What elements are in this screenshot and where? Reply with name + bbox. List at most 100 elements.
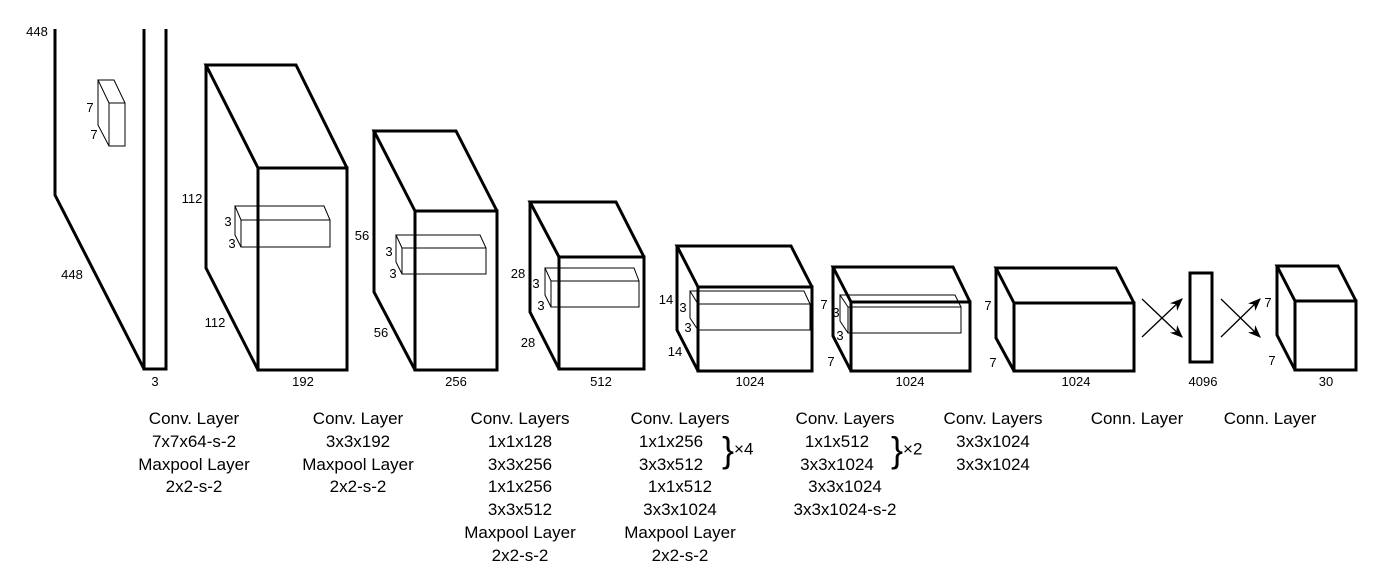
dimension-label: 4096 xyxy=(1189,374,1218,389)
brace-icon: } xyxy=(891,429,904,470)
kernel-3x3-c-front xyxy=(550,280,640,308)
kernel-7x7-front xyxy=(108,102,126,147)
kernel-3x3-e-side xyxy=(839,295,849,334)
caption-layer-5: Conv. Layers 1x1x512 3x3x1024 3x3x1024 3x3x1… xyxy=(745,408,945,522)
kernel-3x3-e-top xyxy=(839,294,962,308)
caption-layer-8: Conn. Layer xyxy=(1170,408,1370,431)
kernel-3x3-b-top xyxy=(395,234,487,249)
arrow-icon xyxy=(1141,298,1183,338)
dimension-label: 3 xyxy=(224,214,231,229)
volume-112-top xyxy=(203,63,349,169)
caption-line: Conn. Layer xyxy=(1090,409,1184,428)
output-volume-top xyxy=(1274,264,1358,302)
volume-28-side xyxy=(528,202,561,370)
dimension-label: 14 xyxy=(668,344,682,359)
volume-56-side xyxy=(372,131,417,371)
kernel-3x3-b-side xyxy=(395,235,403,275)
volume-14-front xyxy=(696,285,814,373)
caption-line: 3x3x512 xyxy=(487,500,553,520)
caption-line: Maxpool Layer xyxy=(138,454,250,474)
caption-line: 1x1x256 xyxy=(638,431,704,451)
caption-line: 3x3x256 xyxy=(487,454,553,474)
output-volume-side xyxy=(1275,266,1297,371)
caption-line: 3x3x1024 xyxy=(808,477,882,497)
kernel-3x3-a-top xyxy=(234,205,331,221)
caption-line: 3x3x512 xyxy=(638,454,704,474)
caption-line: Conv. Layer xyxy=(312,409,404,428)
volume-7a-top xyxy=(830,265,972,303)
dimension-label: 3 xyxy=(679,300,686,315)
caption-line: 3x3x1024 xyxy=(643,500,717,520)
caption-line: 1x1x512 xyxy=(647,477,713,497)
dimension-label: 3 xyxy=(684,320,691,335)
caption-line: 3x3x1024 xyxy=(800,454,874,474)
caption-line: Maxpool Layer xyxy=(302,454,414,474)
caption-line: 2x2-s-2 xyxy=(651,545,709,565)
caption-line: Conv. Layer xyxy=(148,409,240,428)
kernel-3x3-c-top xyxy=(544,267,640,282)
kernel-3x3-b-front xyxy=(401,247,487,275)
caption-line: Conv. Layers xyxy=(943,409,1043,428)
input-side xyxy=(53,29,146,370)
caption-line: 1x1x512 xyxy=(804,431,870,451)
kernel-7x7-side xyxy=(97,80,110,147)
caption-line: 7x7x64-s-2 xyxy=(151,431,237,451)
kernel-3x3-a-front xyxy=(240,219,331,248)
dimension-label: 1024 xyxy=(896,374,925,389)
dimension-label: 3 xyxy=(832,305,839,320)
dimension-label: 7 xyxy=(1268,353,1275,368)
dimension-label: 7 xyxy=(984,298,991,313)
volume-112-front xyxy=(256,166,349,372)
dimension-label: 1024 xyxy=(736,374,765,389)
kernel-3x3-d-side xyxy=(689,291,699,331)
caption-layer-2: Conv. Layer 3x3x192 Maxpool Layer 2x2-s-2 xyxy=(258,408,458,499)
fc-4096 xyxy=(1188,271,1214,364)
caption-line: 1x1x128 xyxy=(487,431,553,451)
caption-layer-6: Conv. Layers 3x3x1024 3x3x1024 xyxy=(893,408,1093,476)
volume-28-top xyxy=(527,200,646,258)
caption-line: 3x3x1024-s-2 xyxy=(793,500,897,520)
input-front xyxy=(142,29,168,371)
volume-7a-front xyxy=(849,300,972,373)
dimension-label: 14 xyxy=(659,292,673,307)
dimension-label: 30 xyxy=(1319,374,1333,389)
dimension-label: 56 xyxy=(355,228,369,243)
caption-line: Conn. Layer xyxy=(1223,409,1317,428)
caption-line: 3x3x1024 xyxy=(956,454,1030,474)
kernel-3x3-a-side xyxy=(234,206,242,248)
dimension-label: 3 xyxy=(836,328,843,343)
volume-28-front xyxy=(557,255,646,371)
dimension-label: 7 xyxy=(90,127,97,142)
dimension-label: 3 xyxy=(389,266,396,281)
dimension-label: 448 xyxy=(61,267,83,282)
volume-7b-front xyxy=(1012,301,1136,373)
kernel-3x3-d-front xyxy=(697,303,811,331)
dimension-label: 7 xyxy=(827,354,834,369)
caption-line: 2x2-s-2 xyxy=(491,545,549,565)
volume-56-front xyxy=(413,209,499,372)
dimension-label: 512 xyxy=(590,374,612,389)
volume-7b-side xyxy=(994,268,1016,372)
volume-112-side xyxy=(204,65,260,371)
dimension-label: 7 xyxy=(820,297,827,312)
dimension-label: 3 xyxy=(228,236,235,251)
dimension-label: 192 xyxy=(292,374,314,389)
caption-line: Conv. Layers xyxy=(630,409,730,428)
repeat-x2: }×2 xyxy=(891,432,922,468)
dimension-label: 3 xyxy=(537,298,544,313)
dimension-label: 7 xyxy=(989,355,996,370)
caption-layer-7: Conn. Layer xyxy=(1037,408,1237,431)
volume-7a-side xyxy=(831,267,853,372)
dimension-label: 448 xyxy=(26,24,48,39)
caption-line: 3x3x192 xyxy=(325,431,391,451)
volume-7b-top xyxy=(993,266,1136,304)
caption-line: Maxpool Layer xyxy=(624,522,736,542)
caption-layer-4: Conv. Layers 1x1x256 3x3x512 1x1x512 3x3x102… xyxy=(580,408,780,568)
dimension-label: 28 xyxy=(521,335,535,350)
volume-14-top xyxy=(674,244,814,288)
caption-line: 2x2-s-2 xyxy=(165,477,223,497)
kernel-3x3-c-side xyxy=(544,268,552,308)
output-volume-front xyxy=(1293,299,1358,372)
caption-line: 2x2-s-2 xyxy=(329,477,387,497)
caption-line: Conv. Layers xyxy=(795,409,895,428)
